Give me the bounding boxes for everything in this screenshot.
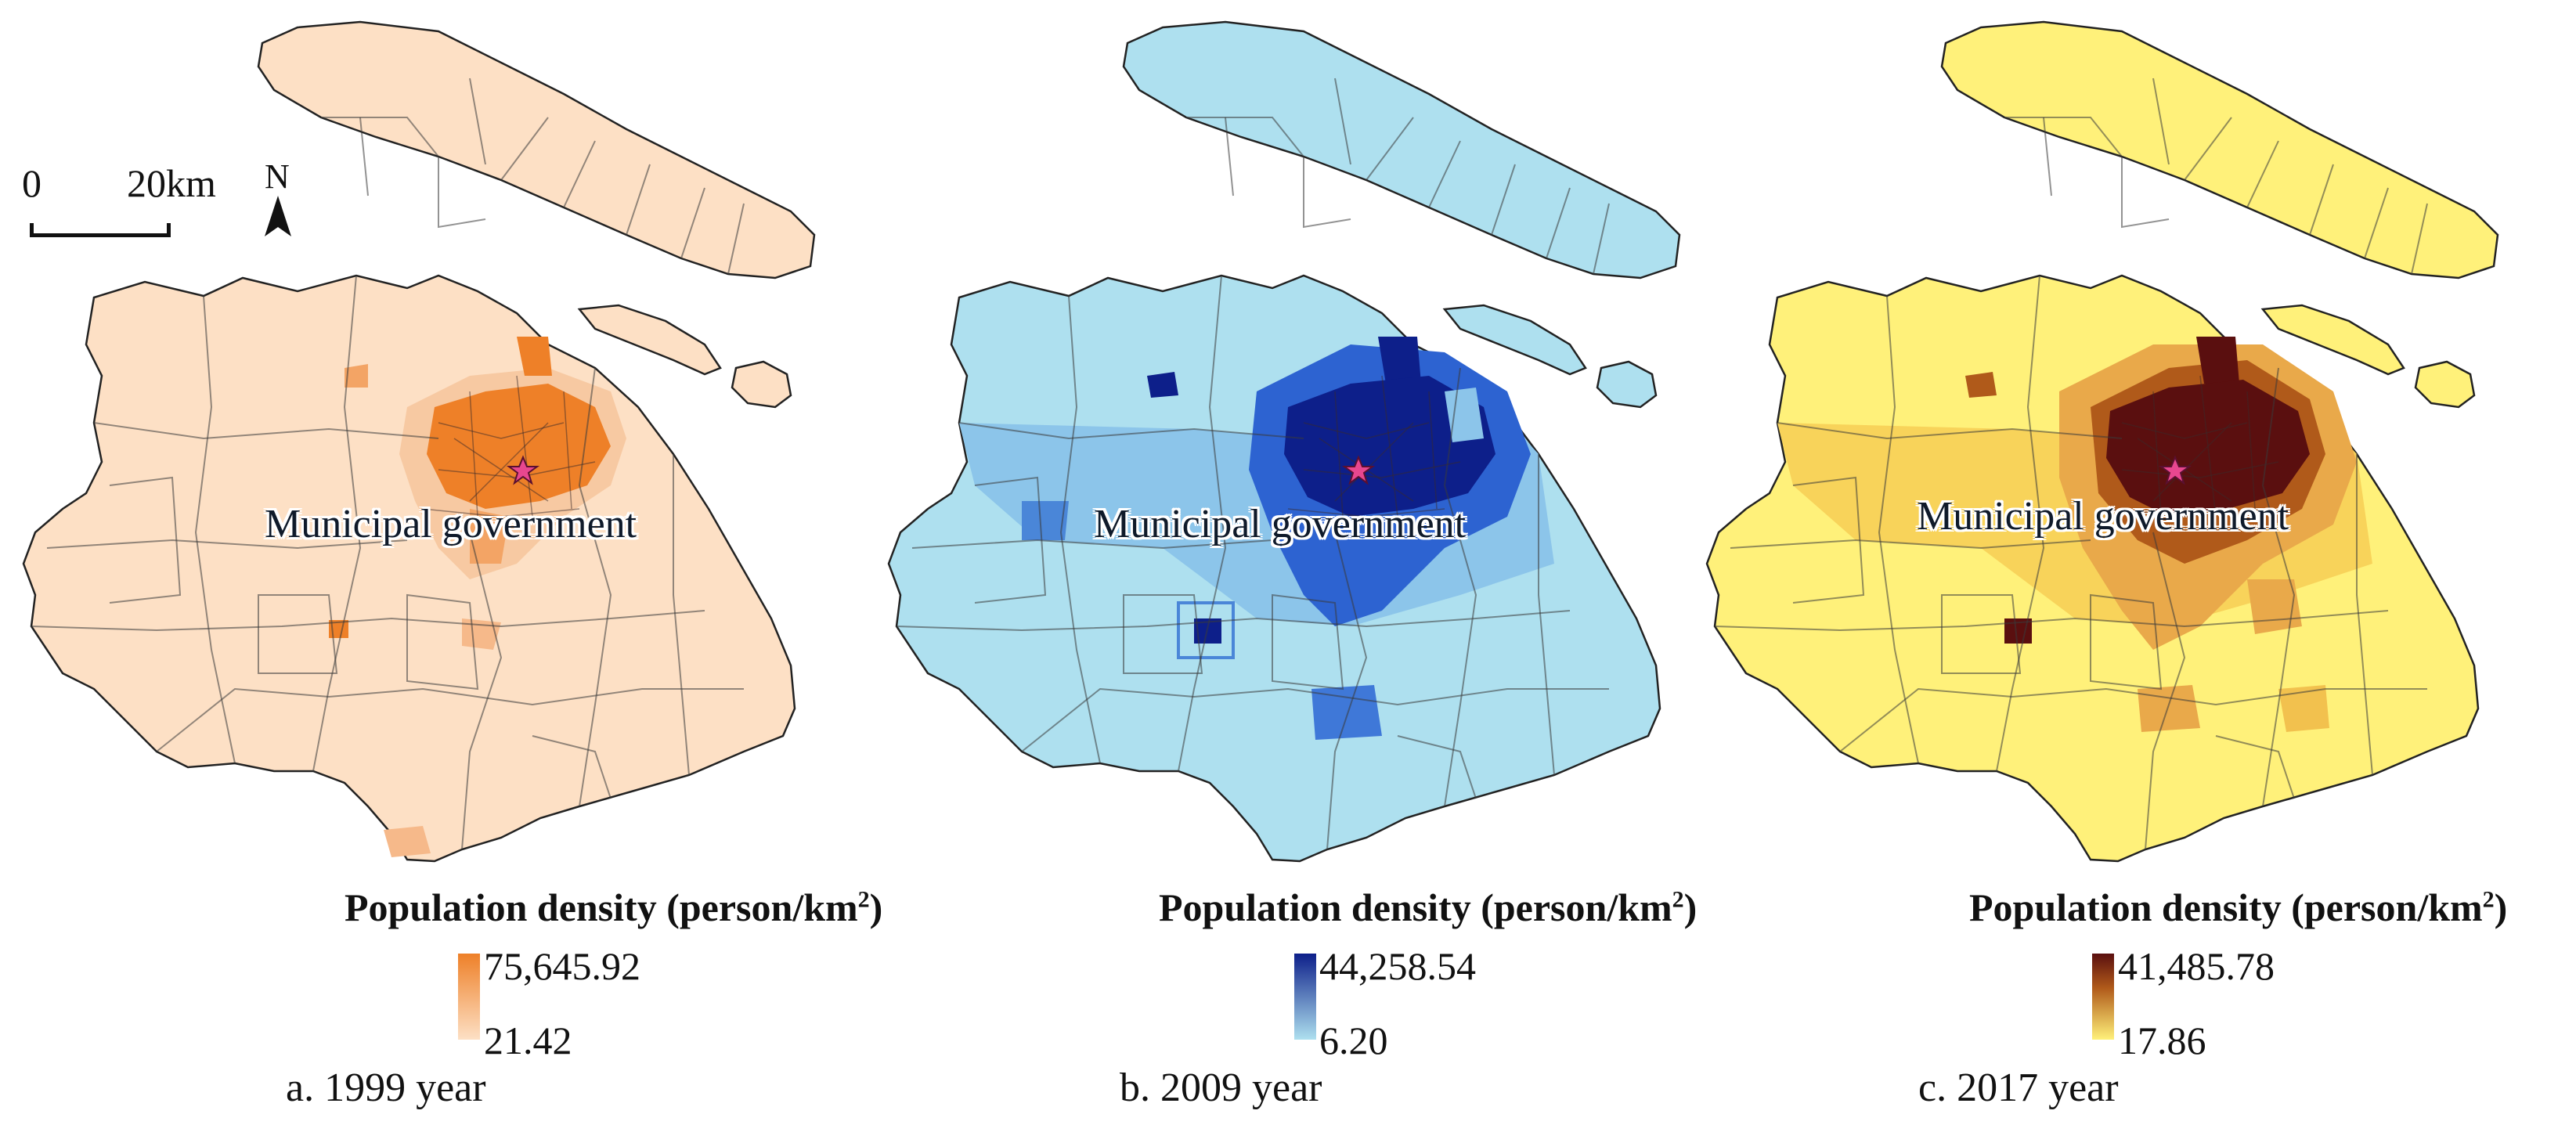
choropleth-map-2017 [1705,20,2499,863]
north-arrow-icon [265,196,291,236]
legend-min-value: 6.20 [1319,1019,1388,1062]
legend-title: Population density (person/km2) [1969,885,2508,929]
scale-bar-start: 0 [22,161,41,205]
panel-caption: a. 1999 year [286,1066,486,1110]
legend-max-value: 41,485.78 [2118,944,2275,988]
scale-bar: 0 20km [16,160,329,254]
map-panel-1999: 0 20km N Municipal government Population… [0,0,882,1125]
legend-title: Population density (person/km2) [1159,885,1697,929]
north-arrow: N [258,157,298,243]
municipal-government-label: Municipal government [1094,502,1467,546]
legend-color-ramp [2092,954,2114,1040]
choropleth-map-2009 [887,20,1681,863]
map-panel-2017: Municipal government Population density … [1683,0,2513,1125]
choropleth-map-1999 [22,20,816,863]
panel-caption: c. 2017 year [1918,1066,2119,1110]
legend-title: Population density (person/km2) [345,885,883,929]
scale-bar-line [30,223,171,237]
municipal-government-label: Municipal government [1917,494,2289,539]
panel-caption: b. 2009 year [1120,1066,1322,1110]
map-panel-2009: Municipal government Population density … [865,0,1697,1125]
legend-max-value: 75,645.92 [484,944,640,988]
legend-color-ramp [458,954,480,1040]
municipal-government-label: Municipal government [265,502,637,546]
legend-min-value: 17.86 [2118,1019,2206,1062]
north-arrow-label: N [265,157,290,196]
legend-min-value: 21.42 [484,1019,572,1062]
legend-color-ramp [1294,954,1316,1040]
legend-max-value: 44,258.54 [1319,944,1476,988]
scale-bar-end: 20km [127,161,216,205]
